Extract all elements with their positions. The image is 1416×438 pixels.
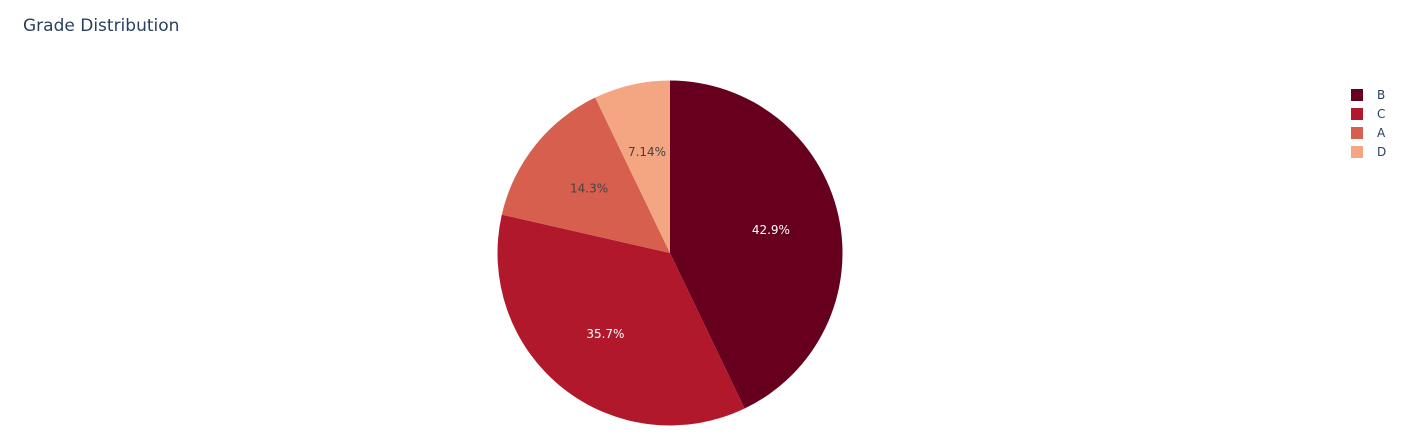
slice-label-b: 42.9% [752, 223, 790, 237]
legend-label-a: A [1377, 126, 1386, 140]
chart-title: Grade Distribution [23, 16, 179, 36]
legend-label-b: B [1377, 88, 1385, 102]
pie-slice-a[interactable] [501, 97, 670, 253]
legend-swatch-b [1351, 89, 1363, 101]
legend-swatch-a [1351, 127, 1363, 139]
legend-swatch-c [1351, 108, 1363, 120]
legend-item-b[interactable]: B [1351, 88, 1385, 102]
legend-label-c: C [1377, 107, 1385, 121]
pie-slice-d[interactable] [595, 80, 670, 254]
legend-item-a[interactable]: A [1351, 126, 1386, 140]
slice-label-c: 35.7% [586, 327, 624, 341]
legend-label-d: D [1377, 145, 1386, 159]
pie-slice-b[interactable] [670, 80, 843, 409]
legend-swatch-d [1351, 146, 1363, 158]
legend-item-d[interactable]: D [1351, 145, 1386, 159]
legend-item-c[interactable]: C [1351, 107, 1385, 121]
slice-label-d: 7.14% [628, 145, 666, 159]
pie-slice-c[interactable] [497, 214, 745, 426]
slice-label-a: 14.3% [570, 182, 608, 196]
pie: 42.9% 35.7% 14.3% 7.14% [497, 80, 843, 426]
